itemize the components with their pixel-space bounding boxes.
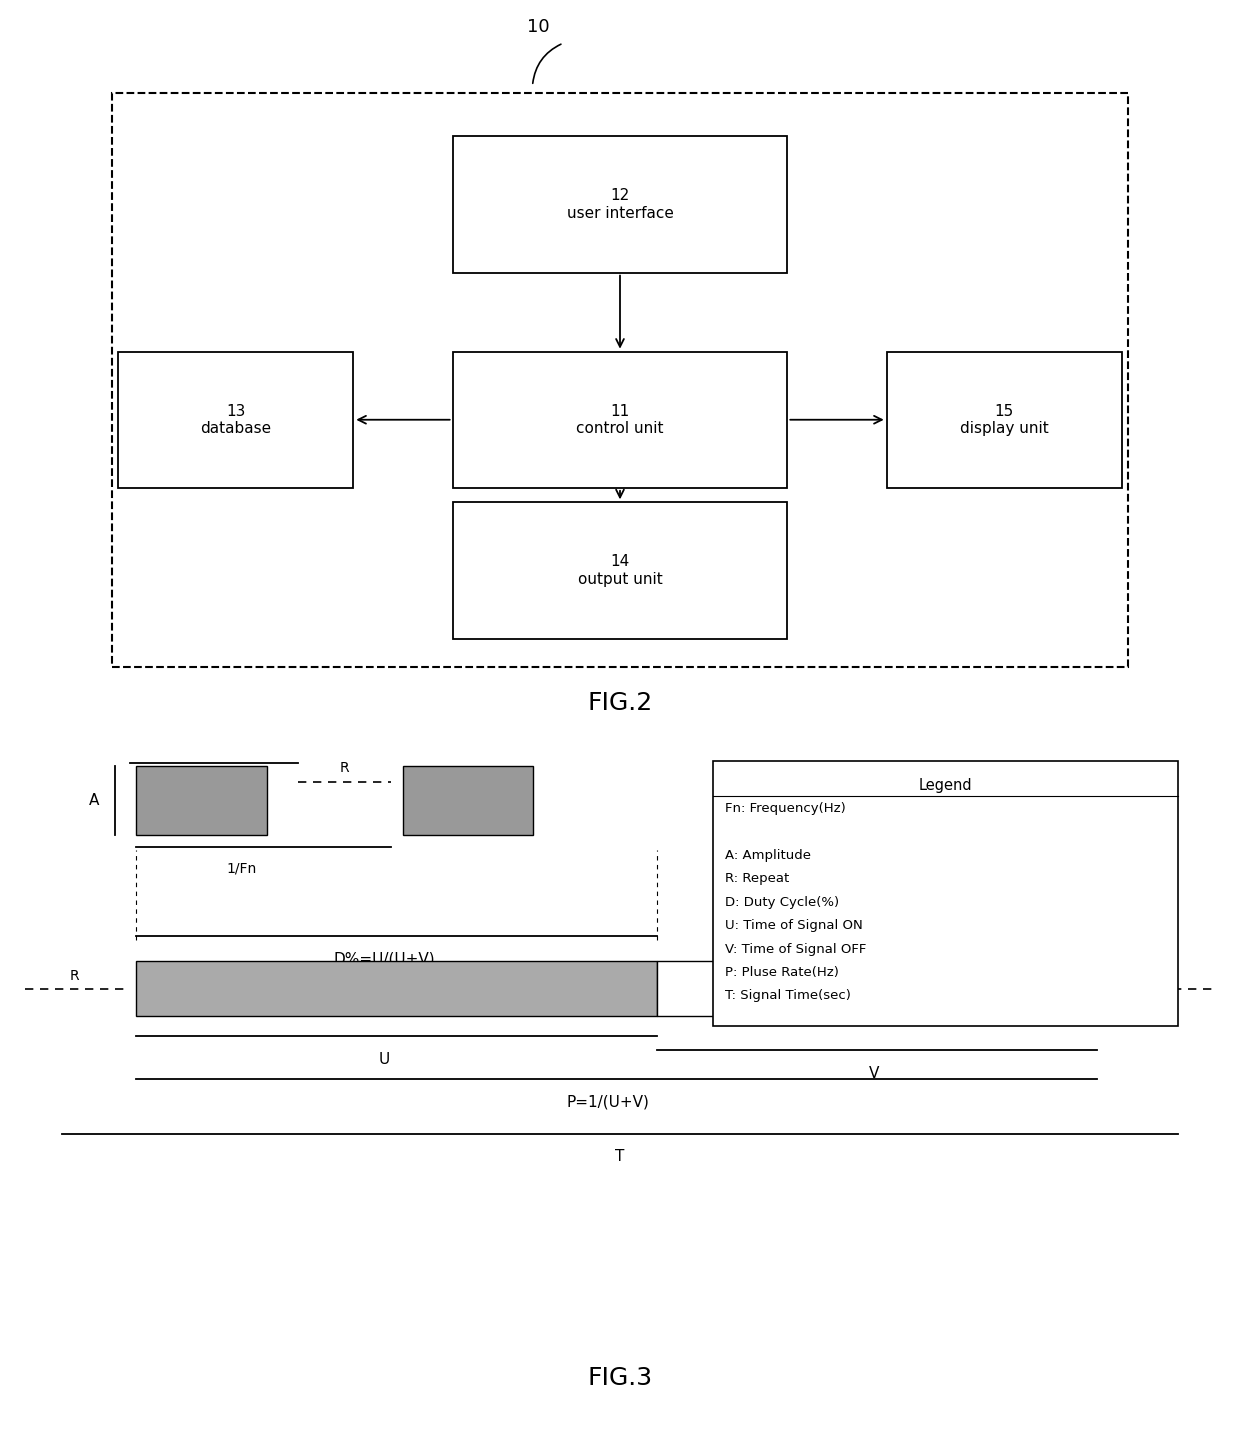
Text: V: V [869, 1066, 879, 1081]
Text: P: Pluse Rate(Hz): P: Pluse Rate(Hz) [725, 966, 839, 979]
Text: D: Duty Cycle(%): D: Duty Cycle(%) [725, 895, 839, 908]
Text: 13
database: 13 database [200, 403, 272, 436]
Bar [657, 961, 1097, 1016]
Text: U: Time of Signal ON: U: Time of Signal ON [725, 920, 863, 933]
Text: P=1/(U+V): P=1/(U+V) [567, 1095, 649, 1109]
Text: A: Amplitude: A: Amplitude [725, 850, 811, 862]
Text: U: U [378, 1052, 391, 1066]
Text: 15
display unit: 15 display unit [960, 403, 1049, 436]
Bar [403, 766, 533, 835]
Bar [118, 352, 353, 488]
Text: T: Signal Time(sec): T: Signal Time(sec) [725, 990, 852, 1003]
Bar [453, 352, 787, 488]
Text: R: Repeat: R: Repeat [725, 872, 790, 885]
Bar [453, 136, 787, 273]
Text: 1/Fn: 1/Fn [227, 861, 257, 875]
Bar [136, 766, 267, 835]
Bar [713, 761, 1178, 1026]
Text: D%=U/(U+V): D%=U/(U+V) [334, 951, 435, 966]
Bar [453, 502, 787, 639]
Text: 10: 10 [527, 17, 551, 36]
Text: T: T [615, 1149, 625, 1164]
Text: Fn: Frequency(Hz): Fn: Frequency(Hz) [725, 802, 846, 815]
Text: V: Time of Signal OFF: V: Time of Signal OFF [725, 943, 867, 956]
Text: Legend: Legend [919, 778, 972, 792]
Text: FIG.3: FIG.3 [588, 1366, 652, 1389]
Text: R: R [69, 969, 79, 983]
Bar [136, 961, 657, 1016]
Bar [112, 93, 1128, 667]
Text: FIG.2: FIG.2 [588, 692, 652, 715]
Text: R: R [1167, 969, 1177, 983]
Bar [887, 352, 1122, 488]
Text: A: A [89, 794, 99, 808]
Text: R: R [340, 761, 350, 775]
Text: 11
control unit: 11 control unit [577, 403, 663, 436]
Text: 14
output unit: 14 output unit [578, 554, 662, 587]
Text: 12
user interface: 12 user interface [567, 188, 673, 221]
